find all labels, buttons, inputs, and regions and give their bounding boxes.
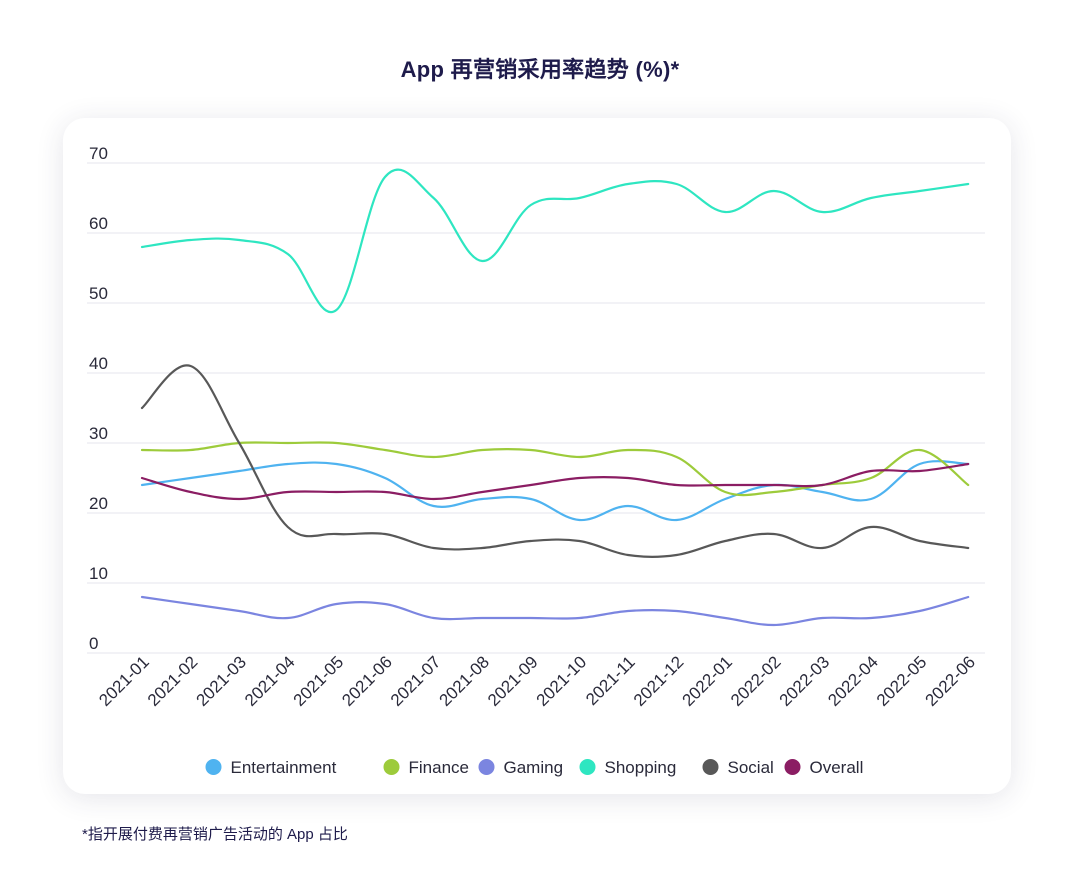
legend-swatch	[702, 759, 719, 775]
y-tick-label: 20	[89, 494, 108, 513]
legend-label: Social	[728, 758, 774, 777]
y-tick-label: 10	[89, 564, 108, 583]
legend-swatch	[478, 759, 495, 775]
x-tick-label: 2021-01	[95, 652, 153, 710]
x-tick-label: 2021-02	[144, 652, 202, 710]
x-tick-label: 2021-06	[338, 652, 396, 710]
x-tick-label: 2021-05	[290, 652, 348, 710]
x-tick-label: 2021-09	[484, 652, 542, 710]
series-lines	[140, 168, 970, 627]
x-tick-label: 2022-04	[824, 652, 882, 710]
x-axis-ticks: 2021-012021-022021-032021-042021-052021-…	[95, 652, 979, 710]
y-tick-label: 50	[89, 284, 108, 303]
legend: Entertainment Finance Gaming Shopping Social…	[205, 758, 864, 777]
legend-item-overall: Overall	[784, 758, 864, 777]
legend-swatch	[579, 759, 596, 775]
legend-label: Entertainment	[231, 758, 337, 777]
y-tick-label: 0	[89, 634, 98, 653]
legend-item-social: Social	[702, 758, 774, 777]
legend-item-gaming: Gaming	[478, 758, 564, 777]
y-tick-label: 60	[89, 214, 108, 233]
y-tick-label: 70	[89, 144, 108, 163]
x-tick-label: 2022-05	[873, 652, 931, 710]
chart-title: App 再营销采用率趋势 (%)*	[400, 57, 680, 82]
x-tick-label: 2022-06	[921, 652, 979, 710]
y-axis-ticks: 0 10 20 30 40 50 60 70	[89, 144, 108, 653]
x-tick-label: 2021-04	[241, 652, 299, 710]
x-tick-label: 2021-12	[630, 652, 688, 710]
legend-label: Gaming	[504, 758, 564, 777]
legend-item-entertainment: Entertainment	[205, 758, 337, 777]
legend-swatch	[205, 759, 222, 775]
x-tick-label: 2021-11	[582, 652, 639, 709]
legend-item-finance: Finance	[383, 758, 469, 777]
legend-swatch	[383, 759, 400, 775]
x-tick-label: 2021-08	[435, 652, 493, 710]
series-line-overall	[140, 462, 970, 501]
x-tick-label: 2021-10	[533, 652, 591, 710]
chart-card: 0 10 20 30 40 50 60 70 2021-01 2021-02 2021-03 202…	[63, 118, 1011, 794]
y-tick-label: 30	[89, 424, 108, 443]
legend-item-shopping: Shopping	[579, 758, 677, 777]
series-line-gaming	[140, 595, 970, 627]
legend-label: Shopping	[605, 758, 677, 777]
series-line-entertainment	[140, 460, 970, 522]
legend-label: Overall	[810, 758, 864, 777]
series-line-social	[140, 364, 970, 558]
series-line-finance	[140, 441, 970, 497]
x-tick-label: 2021-03	[192, 652, 250, 710]
legend-label: Finance	[409, 758, 469, 777]
x-tick-label: 2022-03	[776, 652, 834, 710]
footnote: *指开展付费再营销广告活动的 App 占比	[82, 826, 348, 843]
x-tick-label: 2022-02	[727, 652, 785, 710]
series-line-shopping	[140, 168, 970, 314]
x-tick-label: 2021-07	[387, 652, 445, 710]
x-tick-label: 2022-01	[678, 652, 736, 710]
legend-swatch	[784, 759, 801, 775]
y-tick-label: 40	[89, 354, 108, 373]
